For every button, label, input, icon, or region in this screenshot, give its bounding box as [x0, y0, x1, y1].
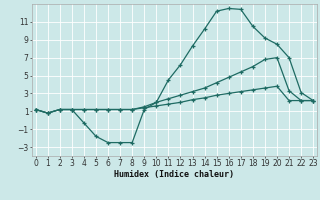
X-axis label: Humidex (Indice chaleur): Humidex (Indice chaleur) [115, 170, 234, 179]
